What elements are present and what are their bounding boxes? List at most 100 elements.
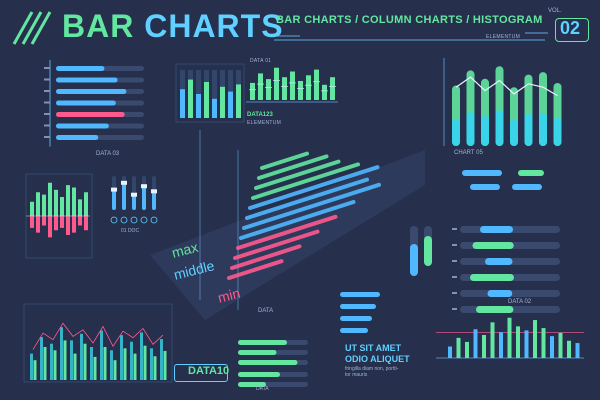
column-negative: [84, 216, 88, 230]
small-bar: [340, 316, 372, 321]
column: [100, 331, 103, 381]
data-01-label: DATA 01: [250, 58, 271, 64]
column: [499, 332, 503, 358]
progress-fill: [238, 350, 277, 355]
column: [212, 99, 217, 118]
column: [508, 318, 512, 358]
data-small-label-bottom: DATA: [256, 386, 269, 392]
column: [90, 347, 93, 380]
data-02-label: DATA 02: [508, 299, 531, 305]
bar: [56, 135, 98, 140]
bar: [56, 124, 109, 129]
column: [152, 191, 156, 210]
slider-knob: [131, 193, 137, 197]
column: [196, 94, 201, 118]
column: [282, 77, 287, 100]
column: [80, 334, 83, 380]
tick-label: [452, 308, 457, 310]
column: [134, 354, 137, 380]
bar: [56, 112, 125, 117]
column: [482, 335, 486, 358]
progress-fill: [238, 360, 298, 365]
column: [142, 186, 146, 210]
column: [160, 339, 163, 380]
lorem-line-2: ODIO ALIQUET: [345, 354, 410, 364]
column-lower: [554, 118, 562, 146]
column: [84, 344, 87, 380]
column-negative: [72, 216, 76, 233]
column-lower: [525, 114, 533, 146]
slider-knob: [111, 188, 117, 192]
tick-label: [44, 113, 50, 115]
data-10-label: DATA10: [188, 365, 229, 377]
column: [112, 190, 116, 210]
column: [465, 342, 469, 358]
tick-label: [44, 90, 50, 92]
tick-label: [44, 67, 50, 69]
dot-marker: [111, 217, 117, 223]
tick-label: [44, 102, 50, 104]
small-bar: [340, 328, 368, 333]
column-positive: [30, 202, 34, 216]
small-bar: [340, 304, 376, 309]
column: [204, 82, 209, 118]
column: [132, 195, 136, 210]
column: [104, 347, 107, 380]
tick-label: [44, 125, 50, 127]
column: [140, 332, 143, 380]
column: [40, 337, 43, 380]
column-positive: [36, 192, 40, 216]
column: [250, 83, 255, 100]
lorem-small-2: tor mauris: [345, 372, 367, 378]
column: [64, 340, 67, 380]
bar: [56, 78, 118, 83]
data-03-label: DATA 03: [96, 151, 119, 157]
column: [576, 343, 580, 358]
column-negative: [78, 216, 82, 226]
column: [236, 84, 241, 118]
column: [266, 79, 271, 100]
column-lower: [452, 119, 460, 146]
bar: [56, 66, 104, 71]
lorem-line-1: UT SIT AMET: [345, 343, 401, 353]
column-negative: [66, 216, 70, 235]
column: [330, 77, 335, 100]
column: [188, 80, 193, 118]
column-negative: [60, 216, 64, 228]
column: [70, 340, 73, 380]
chart-frame: [176, 64, 244, 122]
column: [533, 320, 537, 358]
column: [298, 81, 303, 100]
column: [314, 70, 319, 100]
pill-bar: [512, 184, 542, 190]
column: [30, 354, 33, 380]
data-small-label: DATA: [258, 308, 273, 314]
column: [50, 344, 53, 380]
column: [144, 346, 147, 380]
column: [114, 360, 117, 380]
column: [290, 72, 295, 101]
column-negative: [36, 216, 40, 233]
column-negative: [30, 216, 34, 228]
dot-marker: [151, 217, 157, 223]
mini-gauge: [410, 244, 418, 276]
column: [44, 347, 47, 380]
column: [130, 342, 133, 380]
pill-bar: [518, 170, 544, 176]
column: [322, 85, 327, 100]
small-bar: [340, 292, 380, 297]
bar: [56, 101, 116, 106]
column: [258, 73, 263, 100]
tick-label: [452, 228, 457, 230]
column: [94, 357, 97, 380]
column: [54, 350, 57, 380]
column: [491, 322, 495, 358]
tick-label: [452, 260, 457, 262]
slider-knob: [151, 189, 157, 193]
column-positive: [72, 188, 76, 217]
bar: [485, 258, 513, 265]
chart-05-label: CHART 05: [454, 150, 483, 156]
column-lower: [481, 116, 489, 146]
column: [525, 330, 529, 358]
column-lower: [496, 110, 504, 146]
